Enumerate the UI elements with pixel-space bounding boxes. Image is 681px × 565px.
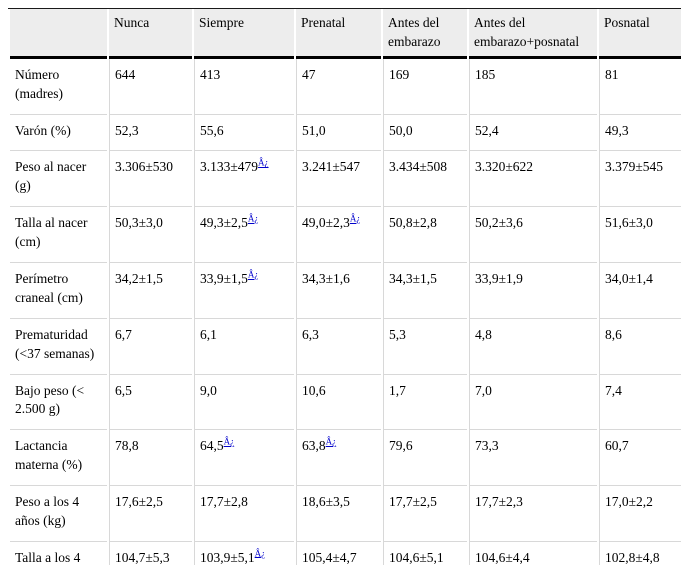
data-cell: 50,2±3,6 <box>469 207 597 264</box>
data-cell: 10,6 <box>296 374 381 431</box>
footnote-link[interactable]: Â¿ <box>325 436 337 447</box>
data-cell: 7,0 <box>469 374 597 431</box>
data-cell: 7,4 <box>599 374 681 431</box>
column-header: Posnatal <box>599 9 681 59</box>
data-cell: 6,7 <box>109 318 192 375</box>
data-cell: 169 <box>383 58 467 115</box>
footnote-link[interactable]: Â¿ <box>247 269 259 280</box>
data-cell: 49,3±2,5Â¿ <box>194 207 294 264</box>
data-cell: 47 <box>296 58 381 115</box>
data-cell: 18,6±3,5 <box>296 486 381 542</box>
data-cell: 52,4 <box>469 114 597 152</box>
table-row: Perímetro craneal (cm) 34,2±1,5 33,9±1,5Â¿… <box>10 263 681 319</box>
data-cell: 34,3±1,5 <box>383 263 467 319</box>
row-header: Prematuridad (<37 semanas) <box>10 319 107 375</box>
data-cell: 33,9±1,5Â¿ <box>194 263 294 319</box>
corner-header <box>10 9 107 59</box>
row-header: Talla a los 4 años (cm) <box>15 549 81 565</box>
data-cell: 73,3 <box>469 430 597 487</box>
table-row: Prematuridad (<37 semanas) 6,7 6,1 6,3 5,3 4,… <box>10 318 681 375</box>
footnote-link[interactable]: Â¿ <box>258 157 269 168</box>
data-cell: 81 <box>599 58 681 115</box>
header-row: Nunca Siempre Prenatal Antes del embarazo An… <box>10 9 681 59</box>
data-cell: 103,9±5,1Â¿ <box>194 541 294 565</box>
data-cell: 51,0 <box>296 114 381 152</box>
row-header: Perímetro craneal (cm) <box>10 263 107 319</box>
column-header: Antes del embarazo+posnatal <box>469 9 597 59</box>
data-cell: 63,8Â¿ <box>296 430 381 487</box>
data-cell: 17,7±2,3 <box>469 486 597 542</box>
data-cell: 413 <box>194 58 294 115</box>
data-cell: 104,6±4,4 <box>469 541 597 565</box>
data-cell: 104,7±5,3 <box>109 541 192 565</box>
table-row: Talla al nacer (cm) 50,3±3,0 49,3±2,5Â¿ 49,… <box>10 207 681 264</box>
data-cell: 644 <box>109 58 192 115</box>
footnote-link[interactable]: Â¿ <box>247 213 259 224</box>
data-cell: 64,5Â¿ <box>194 430 294 487</box>
data-cell: 60,7 <box>599 430 681 487</box>
data-cell: 50,0 <box>383 114 467 152</box>
data-cell: 3.434±508 <box>383 151 467 208</box>
data-cell: 17,0±2,2 <box>599 486 681 542</box>
table-row: Peso al nacer (g) 3.306±530 3.133±479Â¿ 3.2… <box>10 151 681 208</box>
data-cell: 49,0±2,3Â¿ <box>296 207 381 264</box>
data-cell: 50,3±3,0 <box>109 207 192 264</box>
table-row: Varón (%) 52,3 55,6 51,0 50,0 52,4 49,3 <box>10 114 681 152</box>
table-row: Talla a los 4 años (cm) 104,7±5,3103,9±5,… <box>10 541 681 565</box>
row-header: Lactancia materna (%) <box>10 430 107 487</box>
data-cell: 102,8±4,8 <box>599 541 681 565</box>
row-header: Talla al nacer (cm) <box>10 207 107 264</box>
row-header: Número (madres) <box>10 59 107 115</box>
footnote-link[interactable]: Â¿ <box>254 548 266 559</box>
data-cell: 3.306±530 <box>109 151 192 208</box>
table-row: Lactancia materna (%) 78,8 64,5Â¿ 63,8Â¿ 79,… <box>10 430 681 487</box>
table-row: Peso a los 4 años (kg) 17,6±2,5 17,7±2,8 18… <box>10 486 681 542</box>
row-header: Bajo peso (< 2.500 g) <box>10 375 107 431</box>
data-cell: 52,3 <box>109 114 192 152</box>
data-cell: 33,9±1,9 <box>469 263 597 319</box>
table-row: Número (madres) 644 413 47 169 185 81 <box>10 58 681 115</box>
data-cell: 6,5 <box>109 374 192 431</box>
row-header: Peso a los 4 años (kg) <box>10 486 107 542</box>
data-cell: 34,2±1,5 <box>109 263 192 319</box>
data-cell: 79,6 <box>383 430 467 487</box>
data-cell: 6,1 <box>194 318 294 375</box>
data-cell: 1,7 <box>383 374 467 431</box>
column-header: Nunca <box>109 9 192 59</box>
data-cell: 17,7±2,5 <box>383 486 467 542</box>
data-cell: 3.241±547 <box>296 151 381 208</box>
row-header: Peso al nacer (g) <box>10 151 107 208</box>
data-cell: 4,8 <box>469 318 597 375</box>
data-cell: 9,0 <box>194 374 294 431</box>
column-header: Antes del embarazo <box>383 9 467 59</box>
table-body: Número (madres) 644 413 47 169 185 81 Varón (%)… <box>10 58 681 565</box>
data-cell: 6,3 <box>296 318 381 375</box>
data-cell: 5,3 <box>383 318 467 375</box>
data-cell: 8,6 <box>599 318 681 375</box>
data-cell: 105,4±4,7 <box>296 541 381 565</box>
data-cell: 3.320±622 <box>469 151 597 208</box>
data-cell: 34,0±1,4 <box>599 263 681 319</box>
data-cell: 49,3 <box>599 114 681 152</box>
data-cell: 17,7±2,8 <box>194 486 294 542</box>
column-header: Prenatal <box>296 9 381 59</box>
data-cell: 51,6±3,0 <box>599 207 681 264</box>
data-cell: 78,8 <box>109 430 192 487</box>
column-header: Siempre <box>194 9 294 59</box>
footnote-link[interactable]: Â¿ <box>349 213 361 224</box>
data-cell: 17,6±2,5 <box>109 486 192 542</box>
data-cell: 3.133±479Â¿ <box>194 151 294 208</box>
data-cell: 104,6±5,1 <box>383 541 467 565</box>
table-row: Bajo peso (< 2.500 g) 6,5 9,0 10,6 1,7 7,0 7,4 <box>10 374 681 431</box>
data-cell: 55,6 <box>194 114 294 152</box>
data-cell: 3.379±545 <box>599 151 681 208</box>
footnote-link[interactable]: Â¿ <box>223 436 235 447</box>
data-cell: 185 <box>469 58 597 115</box>
data-cell: 34,3±1,6 <box>296 263 381 319</box>
results-table: Nunca Siempre Prenatal Antes del embarazo An… <box>8 8 681 565</box>
row-header: Varón (%) <box>10 115 107 152</box>
data-cell: 50,8±2,8 <box>383 207 467 264</box>
